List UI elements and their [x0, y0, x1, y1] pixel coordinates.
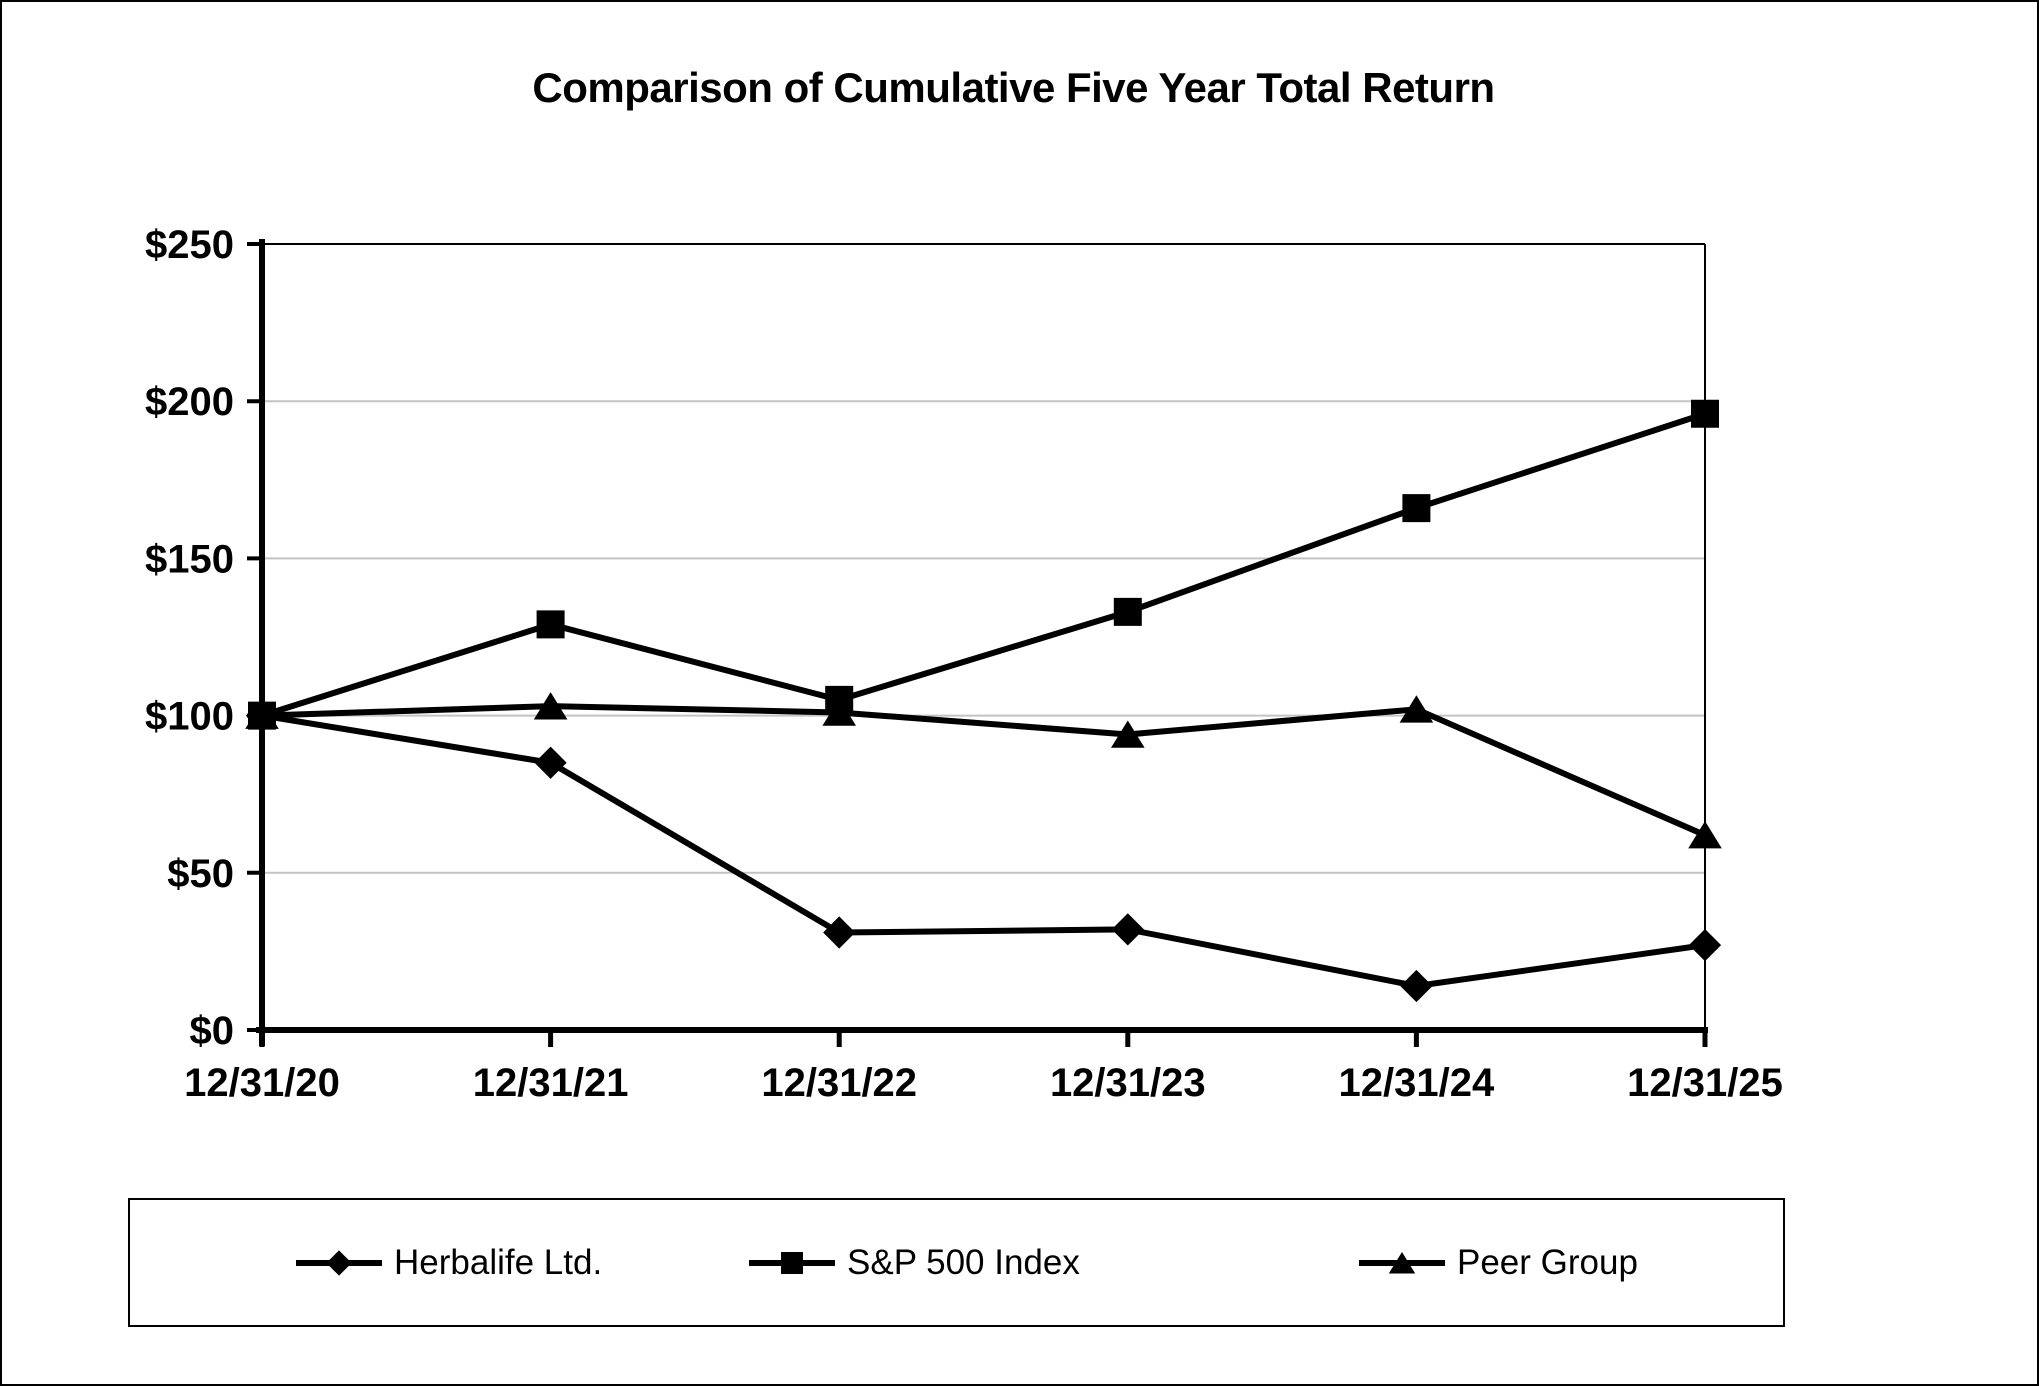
x-axis-tick-label: 12/31/23: [1050, 1061, 1206, 1105]
data-point-marker-diamond-herbalife-ltd: [534, 746, 567, 779]
legend-label: Herbalife Ltd.: [394, 1242, 603, 1282]
legend-label: Peer Group: [1457, 1242, 1638, 1282]
legend-entry-herbalife-ltd: Herbalife Ltd.: [296, 1200, 602, 1325]
data-point-marker-square-s-p-500-index: [536, 610, 565, 639]
series-line-s-p-500-index: [261, 410, 1706, 719]
series-line-peer-group: [261, 703, 1707, 838]
y-axis-tick-label: $100: [145, 695, 234, 739]
data-point-marker-triangle-peer-group: [1688, 821, 1722, 849]
data-point-marker-square-s-p-500-index: [1691, 399, 1719, 428]
data-point-marker-triangle-peer-group: [1111, 720, 1145, 748]
y-axis-tick-label: $200: [145, 380, 234, 424]
x-axis-tick-label: 12/31/25: [1627, 1061, 1783, 1105]
x-axis-tick-label: 12/31/21: [473, 1061, 629, 1105]
data-point-marker-triangle-peer-group: [533, 692, 568, 720]
x-axis-tick-label: 12/31/20: [184, 1061, 340, 1105]
data-point-marker-square-s-p-500-index: [1113, 597, 1142, 626]
y-axis-tick-label: $250: [145, 223, 234, 267]
legend-marker-square-icon: [749, 1251, 835, 1274]
legend-marker-diamond-icon: [296, 1249, 382, 1276]
y-axis-tick-label: $150: [145, 537, 234, 581]
data-point-marker-triangle-peer-group: [1399, 695, 1434, 723]
chart-legend: Herbalife Ltd. S&P 500 Index Peer Group: [128, 1198, 1785, 1327]
data-point-marker-diamond-herbalife-ltd: [823, 916, 856, 949]
legend-label: S&P 500 Index: [847, 1242, 1080, 1282]
y-axis-tick-label: $0: [190, 1009, 235, 1053]
data-point-marker-square-s-p-500-index: [825, 685, 854, 714]
legend-entry-peer-group: Peer Group: [1359, 1200, 1638, 1325]
legend-entry-s-p-500-index: S&P 500 Index: [749, 1200, 1080, 1325]
data-point-marker-diamond-herbalife-ltd: [1400, 969, 1433, 1003]
series-line-herbalife-ltd: [261, 712, 1706, 990]
x-axis-tick-label: 12/31/24: [1339, 1061, 1495, 1105]
data-point-marker-square-s-p-500-index: [248, 701, 276, 730]
data-point-marker-diamond-herbalife-ltd: [1688, 929, 1722, 962]
legend-marker-triangle-icon: [1359, 1251, 1445, 1273]
x-axis-tick-label: 12/31/22: [761, 1061, 917, 1105]
y-axis-tick-label: $50: [167, 852, 234, 896]
chart-title: Comparison of Cumulative Five Year Total…: [532, 64, 1495, 111]
data-point-marker-square-s-p-500-index: [1402, 494, 1431, 523]
data-point-marker-diamond-herbalife-ltd: [1111, 913, 1144, 946]
